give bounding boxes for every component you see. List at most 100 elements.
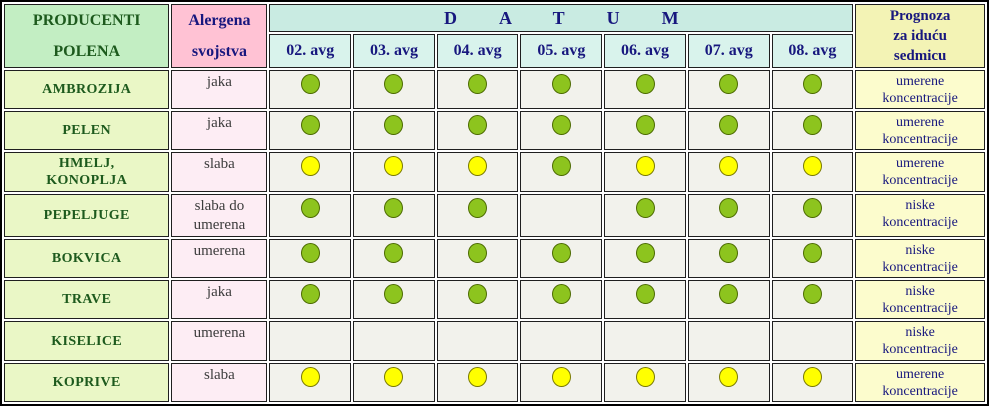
dot-cell: [269, 362, 352, 402]
dot-cell: [687, 362, 770, 402]
dot-cell: [269, 280, 352, 320]
pollen-dot-yellow: [719, 366, 739, 387]
pollen-dot-green: [551, 284, 571, 305]
dot-cell: [604, 362, 686, 402]
pollen-dot-yellow: [635, 366, 655, 387]
pollen-dot-green: [802, 243, 822, 264]
forecast-cell: niske koncentracije: [855, 321, 985, 361]
pollen-dot-yellow: [802, 156, 822, 177]
date-header-5: 07. avg: [687, 34, 770, 68]
pollen-name-cell: PELEN: [4, 111, 170, 151]
pollen-dot-yellow: [551, 366, 571, 387]
pollen-dot-green: [802, 115, 822, 136]
date-header-1: 03. avg: [353, 34, 435, 68]
dot-cell: [687, 152, 770, 192]
pollen-dot-green: [635, 284, 655, 305]
dot-cell: [520, 321, 603, 361]
dot-cell: [269, 152, 352, 192]
dot-cell: [604, 70, 686, 110]
table-row: KISELICE umerena niske koncentracije: [4, 321, 985, 361]
table-row: TRAVE jaka niske koncentracije: [4, 280, 985, 320]
dot-cell: [436, 239, 519, 279]
pollen-dot-green: [468, 115, 488, 136]
pollen-dot-green: [719, 115, 739, 136]
dot-cell: [269, 193, 352, 238]
pollen-dot-green: [384, 197, 404, 218]
allergen-cell: slaba: [171, 362, 268, 402]
dot-cell: [436, 321, 519, 361]
pollen-dot-yellow: [719, 156, 739, 177]
allergen-cell: umerena: [171, 321, 268, 361]
dot-cell: [604, 239, 686, 279]
dot-cell: [520, 280, 603, 320]
dot-cell: [771, 193, 854, 238]
pollen-dot-yellow: [468, 366, 488, 387]
dot-cell: [353, 321, 435, 361]
allergen-cell: slaba do umerena: [171, 193, 268, 238]
forecast-cell: umerene koncentracije: [855, 152, 985, 192]
dot-cell: [353, 152, 435, 192]
dot-cell: [353, 193, 435, 238]
dot-cell: [687, 70, 770, 110]
pollen-dot-green: [384, 243, 404, 264]
forecast-cell: umerene koncentracije: [855, 70, 985, 110]
pollen-name-cell: HMELJ, KONOPLJA: [4, 152, 170, 192]
dot-cell: [687, 239, 770, 279]
pollen-dot-yellow: [635, 156, 655, 177]
dot-cell: [520, 111, 603, 151]
date-header-row: 02. avg 03. avg 04. avg 05. avg 06. avg 07. a…: [4, 34, 985, 68]
pollen-dot-yellow: [384, 156, 404, 177]
pollen-dot-green: [802, 74, 822, 94]
pollen-dot-green: [551, 156, 571, 177]
forecast-cell: niske koncentracije: [855, 193, 985, 238]
allergen-cell: jaka: [171, 70, 268, 110]
dot-cell: [771, 362, 854, 402]
pollen-name-cell: KISELICE: [4, 321, 170, 361]
pollen-dot-green: [635, 74, 655, 94]
pollen-dot-green: [802, 197, 822, 218]
date-header-2: 04. avg: [436, 34, 519, 68]
dot-cell: [687, 111, 770, 151]
datum-header-row: PRODUCENTI POLENA Alergena svojstva DATU…: [4, 4, 985, 68]
date-header-0: 02. avg: [269, 34, 352, 68]
dot-cell: [687, 280, 770, 320]
pollen-dot-green: [719, 197, 739, 218]
allergen-cell: jaka: [171, 280, 268, 320]
pollen-name-cell: PEPELJUGE: [4, 193, 170, 238]
pollen-name-cell: BOKVICA: [4, 239, 170, 279]
table-row: PEPELJUGE slaba do umerena niske koncentra…: [4, 193, 985, 238]
dot-cell: [436, 111, 519, 151]
pollen-dot-green: [468, 243, 488, 264]
dot-cell: [353, 280, 435, 320]
pollen-dot-green: [719, 243, 739, 264]
dot-cell: [353, 239, 435, 279]
pollen-dot-yellow: [802, 366, 822, 387]
date-header-3: 05. avg: [520, 34, 603, 68]
pollen-dot-green: [300, 115, 320, 136]
dot-cell: [436, 280, 519, 320]
pollen-dot-green: [384, 74, 404, 94]
pollen-dot-green: [551, 243, 571, 264]
table-row: PELEN jaka umerene koncentracije: [4, 111, 985, 151]
dot-cell: [520, 193, 603, 238]
pollen-dot-green: [635, 115, 655, 136]
allergen-cell: slaba: [171, 152, 268, 192]
pollen-name-cell: TRAVE: [4, 280, 170, 320]
pollen-dot-green: [719, 284, 739, 305]
pollen-dot-yellow: [300, 156, 320, 177]
forecast-cell: niske koncentracije: [855, 239, 985, 279]
allergen-properties-header: Alergena svojstva: [171, 4, 268, 68]
pollen-dot-green: [635, 243, 655, 264]
dot-cell: [353, 111, 435, 151]
pollen-dot-green: [468, 74, 488, 94]
dot-cell: [687, 321, 770, 361]
pollen-dot-green: [300, 243, 320, 264]
dot-cell: [771, 152, 854, 192]
pollen-dot-green: [300, 197, 320, 218]
dot-cell: [353, 362, 435, 402]
pollen-dot-green: [551, 115, 571, 136]
table-row: HMELJ, KONOPLJA slaba umerene koncentracij…: [4, 152, 985, 192]
pollen-dot-green: [635, 197, 655, 218]
datum-header: DATUM: [269, 4, 854, 32]
